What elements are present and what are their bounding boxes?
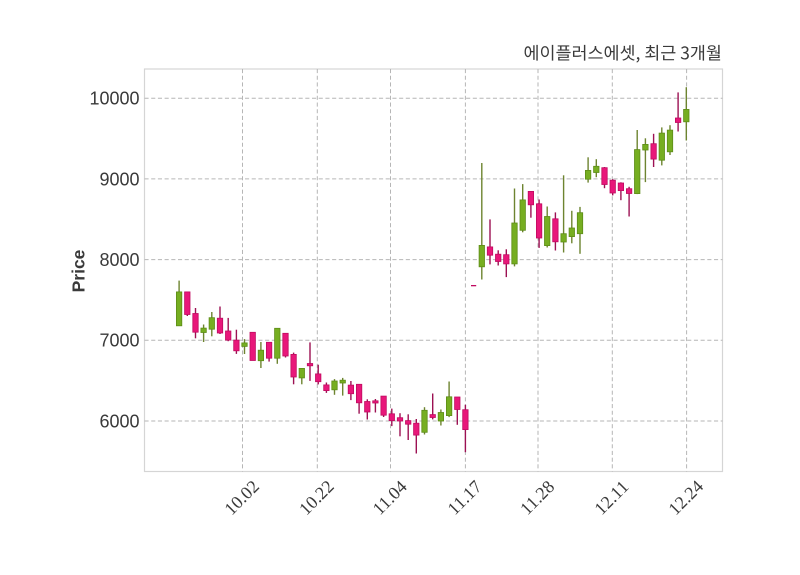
svg-text:9000: 9000 (99, 169, 139, 189)
svg-text:8000: 8000 (99, 250, 139, 270)
svg-text:6000: 6000 (99, 411, 139, 431)
svg-text:7000: 7000 (99, 331, 139, 351)
svg-text:10000: 10000 (89, 89, 139, 109)
svg-text:Price: Price (69, 249, 89, 292)
